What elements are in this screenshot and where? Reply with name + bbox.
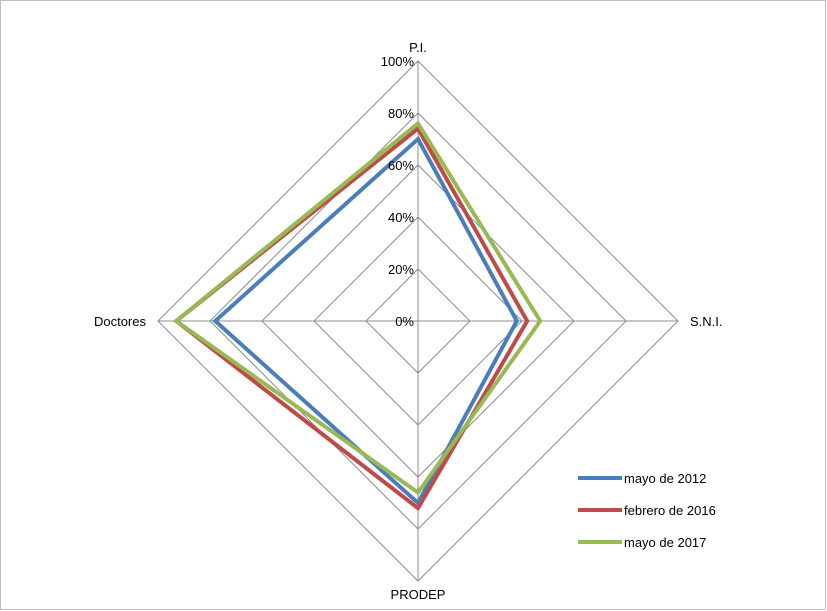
legend-label-2: mayo de 2017 [624, 535, 706, 550]
radar-spokes [158, 61, 678, 581]
tick-label-60: 60% [388, 158, 414, 173]
series-line-1 [172, 125, 530, 512]
axis-label-2: PRODEP [391, 587, 446, 602]
legend: mayo de 2012 febrero de 2016 mayo de 2017 [578, 471, 716, 550]
tick-label-20: 20% [388, 262, 414, 277]
axis-label-1: S.N.I. [690, 314, 723, 329]
axis-labels: P.I. S.N.I. PRODEP Doctores [94, 40, 723, 602]
tick-label-80: 80% [388, 106, 414, 121]
tick-label-100: 100% [381, 54, 415, 69]
axis-label-0: P.I. [409, 40, 427, 55]
tick-label-40: 40% [388, 210, 414, 225]
series-layer [172, 120, 543, 512]
tick-label-0: 0% [395, 314, 414, 329]
legend-label-0: mayo de 2012 [624, 471, 706, 486]
axis-label-3: Doctores [94, 314, 147, 329]
tick-labels: 0% 20% 40% 60% 80% 100% [381, 54, 415, 329]
series-line-2 [172, 120, 543, 496]
series-line-0 [212, 135, 520, 507]
legend-label-1: febrero de 2016 [624, 503, 716, 518]
